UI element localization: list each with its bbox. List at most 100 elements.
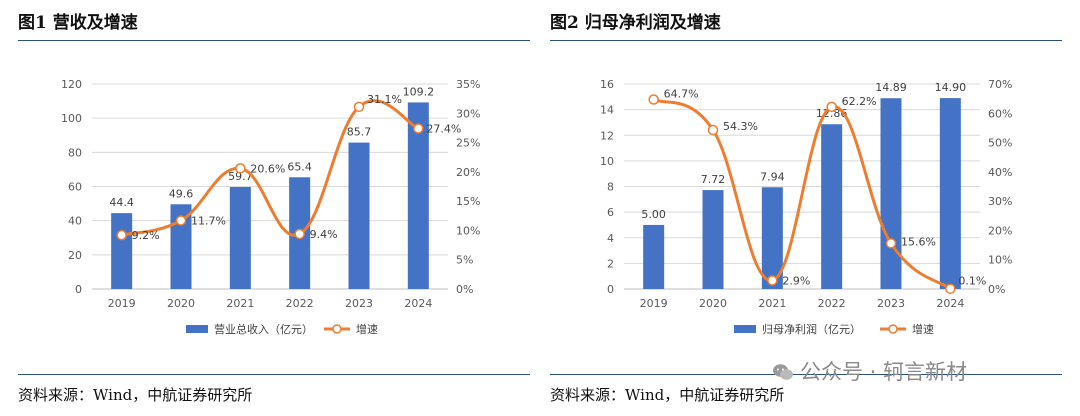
x-tick-label: 2020 — [167, 297, 195, 310]
figure-title: 图1 营收及增速 — [18, 13, 138, 33]
growth-point — [175, 215, 187, 226]
x-tick-label: 2024 — [936, 297, 964, 310]
y-tick-left: 4 — [607, 232, 614, 245]
y-tick-right: 70% — [988, 78, 1012, 91]
y-tick-left: 12 — [600, 129, 614, 142]
y-tick-right: 50% — [988, 137, 1012, 150]
growth-point — [353, 101, 365, 113]
growth-point — [648, 94, 659, 105]
y-tick-right: 20% — [456, 166, 480, 179]
legend-bar-swatch — [186, 325, 208, 333]
bar — [111, 213, 133, 289]
y-tick-left: 2 — [607, 257, 614, 270]
legend-bar-label: 归母净利润（亿元） — [762, 322, 861, 336]
figure-title: 图2 归母净利润及增速 — [550, 13, 721, 33]
growth-value-label: 20.6% — [250, 162, 285, 175]
growth-value-label: 9.2% — [132, 229, 160, 242]
y-tick-right: 30% — [988, 195, 1012, 208]
x-tick-label: 2024 — [404, 297, 432, 310]
bar-value-label: 7.72 — [701, 173, 726, 186]
y-tick-right: 15% — [456, 195, 480, 208]
growth-value-label: 31.1% — [367, 93, 402, 106]
growth-point — [885, 238, 897, 249]
growth-value-label: 9.4% — [310, 228, 338, 241]
growth-point — [707, 124, 719, 136]
y-tick-right: 10% — [988, 254, 1012, 267]
bar — [229, 187, 251, 289]
growth-point — [413, 123, 424, 134]
growth-value-label: 27.4% — [426, 123, 461, 136]
y-tick-left: 80 — [68, 146, 82, 159]
title-rule — [550, 40, 1062, 41]
bar — [821, 124, 843, 289]
bar-value-label: 109.2 — [403, 85, 435, 98]
source-note: 资料来源：Wind，中航证券研究所 — [18, 386, 253, 404]
x-tick-label: 2023 — [345, 297, 373, 310]
source-rule — [550, 374, 1062, 375]
y-tick-left: 100 — [61, 112, 82, 125]
growth-series-line — [652, 98, 952, 290]
bar — [761, 187, 783, 289]
y-tick-left: 14 — [600, 104, 614, 117]
growth-point — [235, 163, 246, 174]
growth-value-label: 54.3% — [723, 120, 758, 133]
bar — [880, 98, 902, 289]
y-tick-left: 20 — [68, 249, 82, 262]
net-profit-growth-chart: 0 2 4 6 8 10 12 14 16 0% 10% 20% 30% 40% 50% 60% 70% 2019… — [600, 78, 1012, 336]
source-rule — [18, 374, 530, 375]
watermark: 公众号 · 轲言新材 — [772, 356, 967, 386]
y-tick-left: 60 — [68, 181, 82, 194]
bar — [939, 98, 961, 289]
y-tick-right: 25% — [456, 137, 480, 150]
legend-line-marker — [332, 324, 342, 334]
x-tick-label: 2021 — [758, 297, 786, 310]
bar-value-label: 5.00 — [641, 208, 666, 221]
wechat-icon — [773, 364, 793, 380]
y-tick-left: 120 — [61, 78, 82, 91]
y-tick-right: 10% — [456, 224, 480, 237]
y-tick-right: 40% — [988, 166, 1012, 179]
growth-point — [116, 229, 127, 241]
bar-value-label: 44.4 — [109, 196, 134, 209]
growth-point — [826, 101, 837, 113]
growth-point — [767, 275, 778, 286]
legend-line-marker — [888, 324, 898, 334]
growth-value-label: 64.7% — [664, 88, 699, 101]
y-tick-right: 60% — [988, 107, 1012, 120]
bar — [702, 190, 724, 289]
bar — [407, 102, 429, 289]
bar — [643, 224, 665, 289]
y-tick-right: 35% — [456, 78, 480, 91]
x-tick-label: 2023 — [877, 297, 905, 310]
figure-panel-1: 图1 营收及增速 0 20 40 60 80 100 120 0% 5% 10% 15% 20% 25%… — [18, 0, 530, 416]
y-tick-right: 0% — [456, 283, 473, 296]
bar — [170, 204, 192, 289]
legend-bar-label: 营业总收入（亿元） — [214, 322, 313, 336]
y-tick-left: 8 — [607, 181, 614, 194]
y-tick-right: 5% — [456, 254, 473, 267]
x-tick-label: 2021 — [226, 297, 254, 310]
legend-line-label: 增速 — [356, 322, 378, 336]
legend-bar-swatch — [734, 325, 756, 333]
bar — [348, 142, 370, 289]
growth-value-label: 11.7% — [191, 214, 226, 227]
y-tick-left: 40 — [68, 215, 82, 228]
y-tick-left: 10 — [600, 155, 614, 168]
source-note: 资料来源：Wind，中航证券研究所 — [550, 386, 785, 404]
x-tick-label: 2019 — [108, 297, 136, 310]
growth-value-label: 0.1% — [958, 275, 986, 288]
y-tick-left: 0 — [607, 283, 614, 296]
growth-point — [294, 228, 305, 240]
bar-value-label: 65.4 — [287, 160, 312, 173]
bar-value-label: 49.6 — [169, 187, 194, 200]
y-tick-right: 30% — [456, 107, 480, 120]
y-tick-right: 0% — [988, 283, 1005, 296]
growth-value-label: 62.2% — [842, 95, 877, 108]
bar-value-label: 7.94 — [760, 170, 785, 183]
bar-value-label: 85.7 — [347, 126, 372, 139]
y-tick-left: 0 — [75, 283, 82, 296]
figure-panel-2: 图2 归母净利润及增速 0 2 4 6 8 10 12 14 16 0% 10% 20% 30% 40% 5… — [550, 0, 1062, 416]
bar-value-label: 59.7 — [228, 170, 253, 183]
y-tick-right: 20% — [988, 224, 1012, 237]
watermark-text: 公众号 · 轲言新材 — [800, 360, 968, 384]
